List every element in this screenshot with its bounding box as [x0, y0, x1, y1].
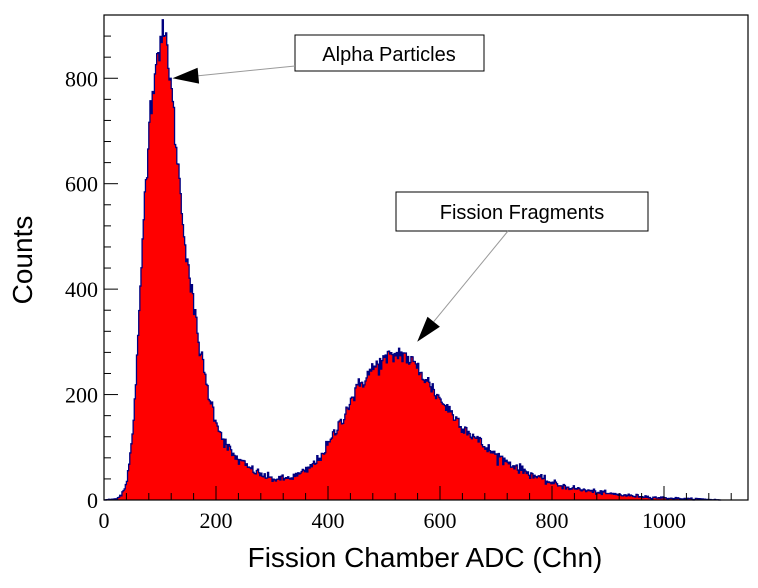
x-axis-tick-labels: 0 200 400 600 800 1000 — [99, 508, 687, 533]
y-axis-label: Counts — [7, 216, 38, 305]
annotation-label: Fission Fragments — [440, 202, 605, 224]
histogram-fill — [104, 19, 722, 500]
x-tick-label: 0 — [99, 508, 110, 533]
annotation-arrowhead — [417, 316, 440, 342]
annotation-pointer-line — [433, 230, 509, 323]
annotation-arrowhead — [172, 67, 200, 84]
annotation-label: Alpha Particles — [322, 44, 455, 66]
x-tick-label: 1000 — [642, 508, 686, 533]
y-tick-label: 400 — [65, 277, 98, 302]
annotation-pointer-line — [198, 65, 296, 77]
x-tick-label: 200 — [200, 508, 233, 533]
annotation-box — [395, 191, 649, 232]
x-tick-label: 800 — [536, 508, 569, 533]
plot-area — [104, 19, 722, 501]
y-tick-label: 600 — [65, 172, 98, 197]
y-axis-ticks — [104, 14, 118, 501]
x-axis-label: Fission Chamber ADC (Chn) — [248, 542, 603, 573]
y-tick-label: 200 — [65, 383, 98, 408]
y-tick-label: 800 — [65, 66, 98, 91]
histogram-outline — [104, 19, 722, 501]
y-axis-tick-labels: 0 200 400 600 800 — [65, 66, 98, 513]
x-axis-ticks — [103, 486, 732, 500]
x-tick-label: 400 — [312, 508, 345, 533]
x-tick-label: 600 — [424, 508, 457, 533]
annotation-box — [294, 34, 485, 72]
annotation-alpha-particles: Alpha Particles — [172, 34, 485, 84]
y-tick-label: 0 — [87, 488, 98, 513]
annotation-fission-fragments: Fission Fragments — [395, 191, 649, 342]
plot-frame — [103, 14, 749, 501]
